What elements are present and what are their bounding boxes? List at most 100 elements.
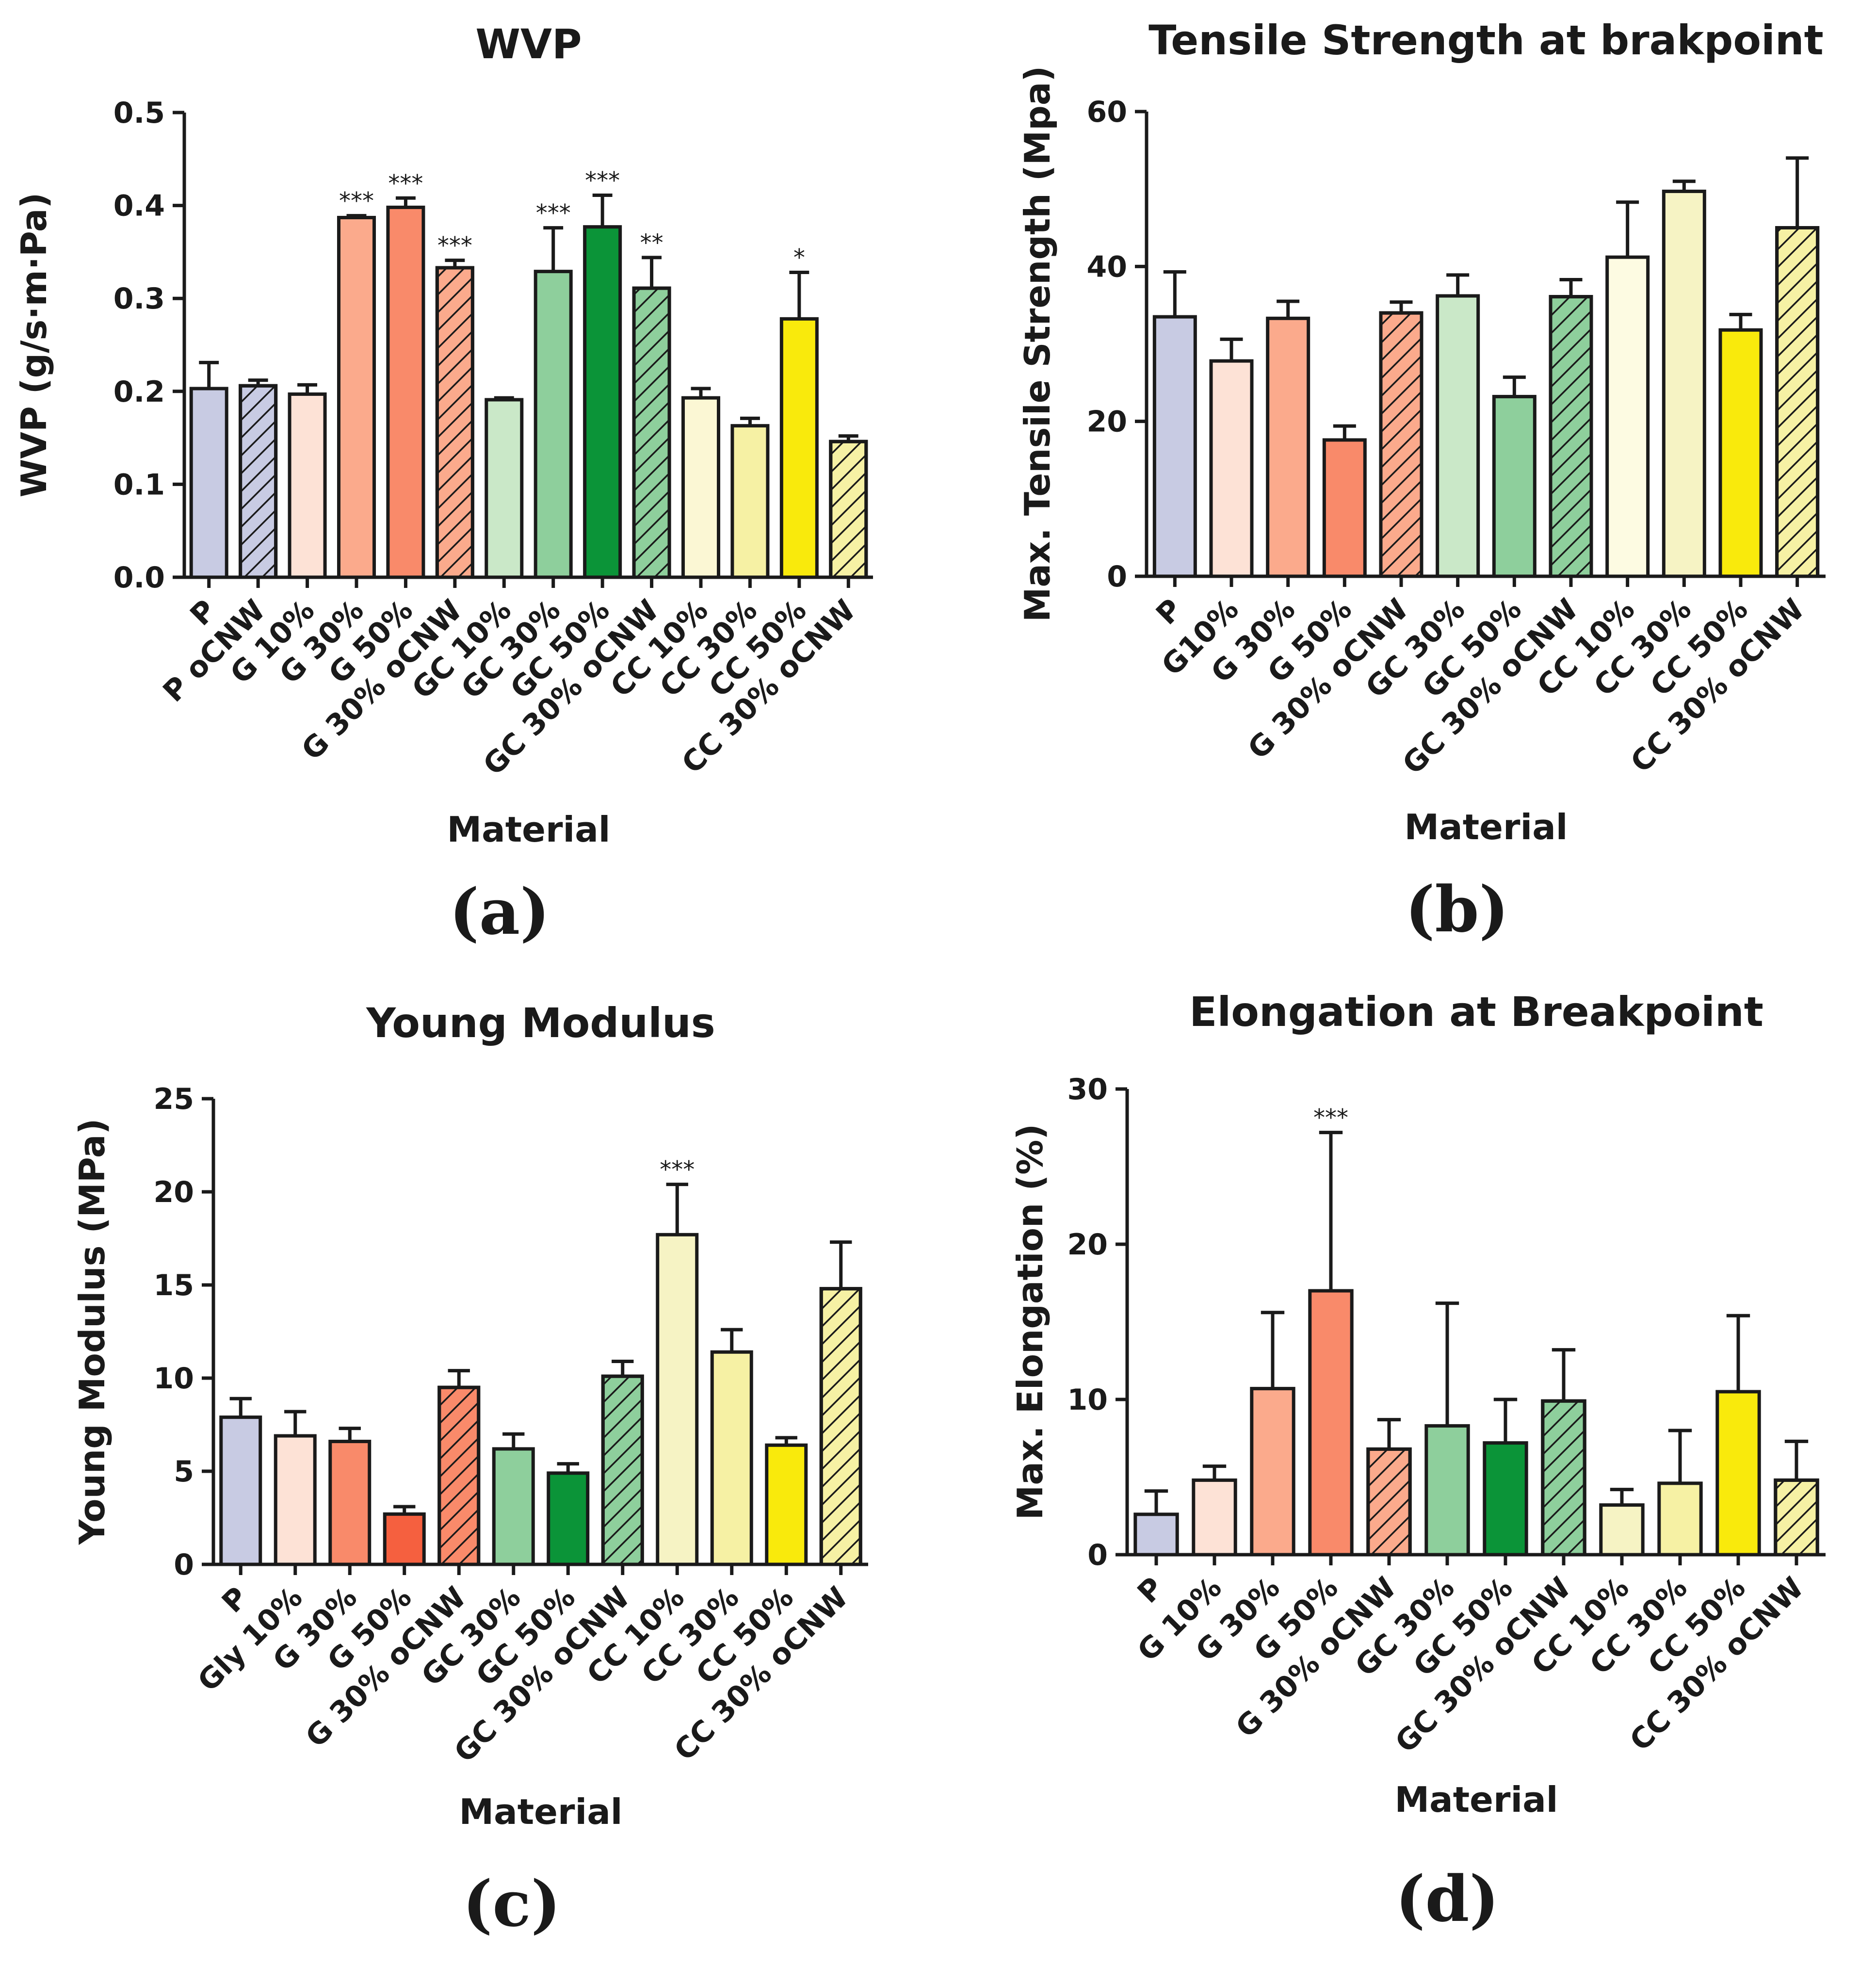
x-axis-label: Material bbox=[447, 809, 611, 850]
bar-hatch bbox=[1366, 1447, 1412, 1557]
y-tick-label: 0.1 bbox=[113, 468, 165, 502]
y-axis-label: Young Modulus (MPa) bbox=[72, 1119, 113, 1545]
bar bbox=[710, 1350, 753, 1566]
y-tick-label: 20 bbox=[154, 1175, 194, 1209]
panel-label: (c) bbox=[463, 1867, 561, 1941]
significance-label: *** bbox=[437, 232, 472, 260]
bar-hatch bbox=[1774, 1478, 1819, 1557]
bar-hatch bbox=[437, 1385, 481, 1566]
bar bbox=[1483, 1441, 1528, 1557]
bar bbox=[534, 270, 573, 579]
y-tick-label: 15 bbox=[154, 1268, 194, 1302]
bar bbox=[219, 1415, 262, 1566]
bar bbox=[1492, 395, 1536, 578]
bar bbox=[337, 216, 376, 579]
y-axis-label: Max. Tensile Strength (Mpa) bbox=[1017, 66, 1058, 622]
bar-hatch bbox=[1549, 295, 1593, 578]
y-tick-label: 25 bbox=[154, 1082, 194, 1116]
y-tick-label: 10 bbox=[154, 1362, 194, 1396]
significance-label: *** bbox=[585, 167, 620, 195]
bar bbox=[1308, 1289, 1354, 1557]
x-axis-label: Material bbox=[1395, 1779, 1558, 1820]
bar-hatch bbox=[601, 1374, 644, 1566]
bar bbox=[1436, 294, 1480, 578]
panel-label: (b) bbox=[1405, 872, 1509, 946]
y-axis-label: Max. Elongation (%) bbox=[1010, 1124, 1051, 1520]
bar bbox=[189, 387, 228, 579]
chart-title: Elongation at Breakpoint bbox=[1189, 988, 1763, 1036]
bar bbox=[1718, 328, 1763, 578]
bar bbox=[1605, 255, 1650, 578]
significance-label: *** bbox=[339, 188, 374, 215]
chart-elongation: Elongation at Breakpoint Max. Elongation … bbox=[1010, 988, 1826, 1936]
x-axis-label: Material bbox=[459, 1791, 623, 1832]
bar bbox=[1192, 1478, 1237, 1557]
significance-label: *** bbox=[388, 170, 423, 197]
bar bbox=[386, 205, 425, 579]
chart-panel-young-modulus: Young Modulus Young Modulus (MPa) 0 5 10 15 20… bbox=[0, 970, 938, 1967]
y-tick-label: 0.2 bbox=[113, 375, 165, 409]
chart-title: Tensile Strength at brakpoint bbox=[1148, 16, 1824, 64]
bar-hatch bbox=[829, 439, 868, 579]
bar bbox=[1662, 189, 1706, 578]
bar-hatch bbox=[435, 266, 474, 579]
bar bbox=[1599, 1503, 1645, 1557]
y-tick-label: 0.0 bbox=[113, 561, 165, 595]
bar-hatch bbox=[1775, 226, 1820, 578]
y-tick-label: 0.5 bbox=[113, 96, 165, 130]
bar bbox=[1133, 1512, 1179, 1557]
x-axis-label: Material bbox=[1405, 807, 1568, 847]
y-tick-label: 10 bbox=[1067, 1383, 1108, 1417]
chart-panel-wvp: WVP WVP (g/s·m·Pa) 0.0 0.1 0.2 0.3 0.4 0.5 P P oC… bbox=[0, 0, 938, 970]
bar bbox=[1715, 1390, 1761, 1557]
bar-hatch bbox=[1379, 311, 1423, 578]
significance-label: *** bbox=[536, 200, 571, 227]
bar-hatch bbox=[1541, 1399, 1586, 1557]
chart-panel-elongation: Elongation at Breakpoint Max. Elongation … bbox=[938, 970, 1876, 1967]
bar bbox=[730, 424, 770, 579]
chart-young-modulus: Young Modulus Young Modulus (MPa) 0 5 10 15 20… bbox=[72, 999, 868, 1941]
x-tick-label: P bbox=[215, 1580, 255, 1620]
y-tick-label: 20 bbox=[1067, 1228, 1108, 1262]
bar bbox=[1657, 1481, 1703, 1557]
chart-tensile-strength: Tensile Strength at brakpoint Max. Tensil… bbox=[1017, 16, 1826, 946]
chart-title: Young Modulus bbox=[366, 999, 715, 1047]
y-tick-label: 0.3 bbox=[113, 282, 165, 316]
bar bbox=[583, 225, 622, 579]
bar bbox=[1250, 1387, 1295, 1557]
chart-panel-tensile-strength: Tensile Strength at brakpoint Max. Tensil… bbox=[938, 0, 1876, 970]
bar bbox=[485, 398, 524, 579]
panel-label: (d) bbox=[1395, 1862, 1499, 1936]
bar-hatch bbox=[632, 286, 671, 579]
bar bbox=[681, 396, 721, 579]
y-tick-label: 5 bbox=[174, 1455, 194, 1489]
bar-hatch bbox=[819, 1287, 862, 1566]
x-tick-label: P bbox=[1149, 592, 1189, 632]
bar bbox=[1209, 359, 1254, 578]
y-tick-label: 60 bbox=[1087, 95, 1128, 129]
significance-label: * bbox=[793, 244, 805, 272]
bar bbox=[547, 1471, 590, 1566]
bar bbox=[1424, 1424, 1470, 1557]
y-axis-label: WVP (g/s·m·Pa) bbox=[14, 193, 54, 498]
y-tick-label: 0.4 bbox=[113, 189, 165, 223]
bar bbox=[492, 1447, 535, 1566]
bar bbox=[656, 1233, 699, 1566]
y-tick-label: 30 bbox=[1067, 1073, 1108, 1106]
bar bbox=[765, 1443, 808, 1566]
bar bbox=[288, 392, 327, 579]
x-tick-label: P bbox=[1131, 1571, 1170, 1610]
bar bbox=[1266, 316, 1310, 578]
bar bbox=[274, 1434, 317, 1566]
significance-label: *** bbox=[660, 1156, 695, 1184]
bar bbox=[1152, 315, 1197, 578]
bar bbox=[328, 1440, 372, 1566]
bar bbox=[779, 317, 819, 579]
bar bbox=[1322, 438, 1367, 578]
significance-label: ** bbox=[640, 229, 663, 257]
y-tick-label: 0 bbox=[174, 1548, 194, 1582]
y-tick-label: 0 bbox=[1107, 560, 1127, 594]
panel-label: (a) bbox=[449, 875, 550, 949]
significance-label: *** bbox=[1313, 1105, 1348, 1132]
